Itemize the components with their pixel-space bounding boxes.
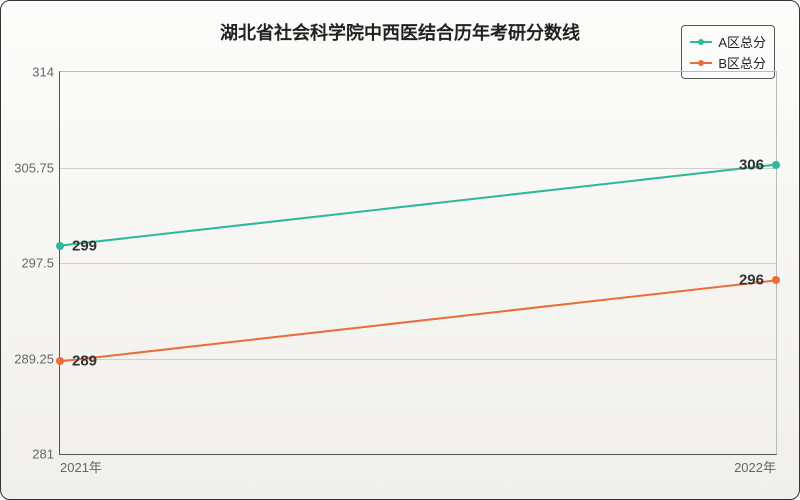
- y-tick-label: 314: [32, 65, 60, 80]
- x-tick-label: 2021年: [60, 457, 102, 476]
- data-point: [56, 357, 64, 365]
- legend-swatch-b: [690, 62, 712, 64]
- legend-item: B区总分: [690, 53, 766, 72]
- legend-item: A区总分: [690, 32, 766, 51]
- series-line: [60, 72, 776, 454]
- y-tick-label: 297.5: [21, 256, 60, 271]
- x-tick-label: 2022年: [734, 457, 776, 476]
- chart-container: 湖北省社会科学院中西医结合历年考研分数线 A区总分 B区总分 281289.25…: [0, 0, 800, 500]
- y-tick-label: 289.25: [14, 351, 60, 366]
- legend-label: B区总分: [718, 53, 766, 72]
- data-point: [772, 276, 780, 284]
- data-label: 296: [737, 272, 766, 289]
- legend-swatch-a: [690, 41, 712, 43]
- data-label: 289: [70, 353, 99, 370]
- chart-title: 湖北省社会科学院中西医结合历年考研分数线: [1, 19, 799, 45]
- plot-area: 281289.25297.5305.753142021年2022年2993062…: [59, 71, 777, 455]
- legend-label: A区总分: [718, 32, 766, 51]
- y-tick-label: 305.75: [14, 160, 60, 175]
- y-tick-label: 281: [32, 447, 60, 462]
